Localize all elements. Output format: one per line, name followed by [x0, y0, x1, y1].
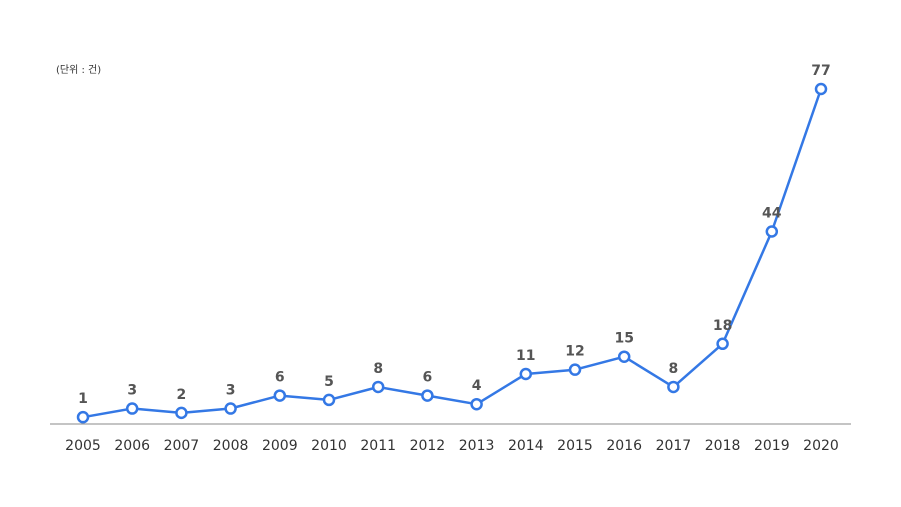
- x-tick-label-2017: 2017: [656, 438, 692, 454]
- data-point-2006: [127, 404, 137, 414]
- series-layer: [83, 89, 821, 417]
- data-point-2016: [619, 352, 629, 362]
- x-tick-label-2010: 2010: [311, 438, 347, 454]
- x-tick-labels-layer: 2005 2006 2007 2008 2009 2010 2011 2012 2013 2014…: [65, 438, 839, 454]
- data-point-2013: [472, 399, 482, 409]
- unit-note: (단위 : 건): [56, 63, 101, 76]
- x-tick-label-2009: 2009: [262, 438, 298, 454]
- x-tick-label-2016: 2016: [606, 438, 642, 454]
- data-label-2013: 4: [472, 378, 482, 394]
- data-point-2014: [521, 369, 531, 379]
- series-line: [83, 89, 821, 417]
- data-point-2008: [226, 404, 236, 414]
- data-point-2012: [422, 391, 432, 401]
- x-tick-label-2007: 2007: [164, 438, 200, 454]
- data-label-2015: 12: [565, 344, 584, 360]
- data-point-2018: [718, 339, 728, 349]
- x-tick-label-2012: 2012: [410, 438, 446, 454]
- data-label-2009: 6: [275, 370, 285, 386]
- data-label-2011: 8: [373, 361, 383, 377]
- data-point-2020: [816, 84, 826, 94]
- data-labels-layer: 1 3 2 3 6 5 8 6 4 11 12 15 8 18 44 77: [78, 63, 831, 407]
- data-point-2011: [373, 382, 383, 392]
- x-tick-label-2006: 2006: [114, 438, 150, 454]
- x-tick-label-2020: 2020: [803, 438, 839, 454]
- x-tick-label-2018: 2018: [705, 438, 741, 454]
- data-label-2019: 44: [762, 206, 782, 222]
- data-label-2005: 1: [78, 391, 88, 407]
- data-label-2016: 15: [614, 331, 633, 347]
- x-tick-label-2011: 2011: [360, 438, 396, 454]
- data-point-2017: [668, 382, 678, 392]
- data-label-2007: 2: [177, 387, 187, 403]
- data-label-2006: 3: [127, 383, 137, 399]
- data-point-2007: [176, 408, 186, 418]
- x-tick-label-2008: 2008: [213, 438, 249, 454]
- data-label-2018: 18: [713, 318, 732, 334]
- data-point-2015: [570, 365, 580, 375]
- data-label-2017: 8: [669, 361, 679, 377]
- points-layer: [78, 84, 826, 422]
- data-point-2019: [767, 227, 777, 237]
- x-tick-label-2015: 2015: [557, 438, 593, 454]
- x-tick-label-2005: 2005: [65, 438, 101, 454]
- x-tick-label-2013: 2013: [459, 438, 495, 454]
- data-label-2012: 6: [423, 370, 433, 386]
- x-tick-label-2014: 2014: [508, 438, 544, 454]
- data-label-2010: 5: [324, 374, 334, 390]
- data-label-2014: 11: [516, 348, 535, 364]
- data-point-2009: [275, 391, 285, 401]
- data-point-2010: [324, 395, 334, 405]
- x-tick-label-2019: 2019: [754, 438, 790, 454]
- data-label-2008: 3: [226, 383, 236, 399]
- data-label-2020: 77: [811, 63, 830, 79]
- data-point-2005: [78, 412, 88, 422]
